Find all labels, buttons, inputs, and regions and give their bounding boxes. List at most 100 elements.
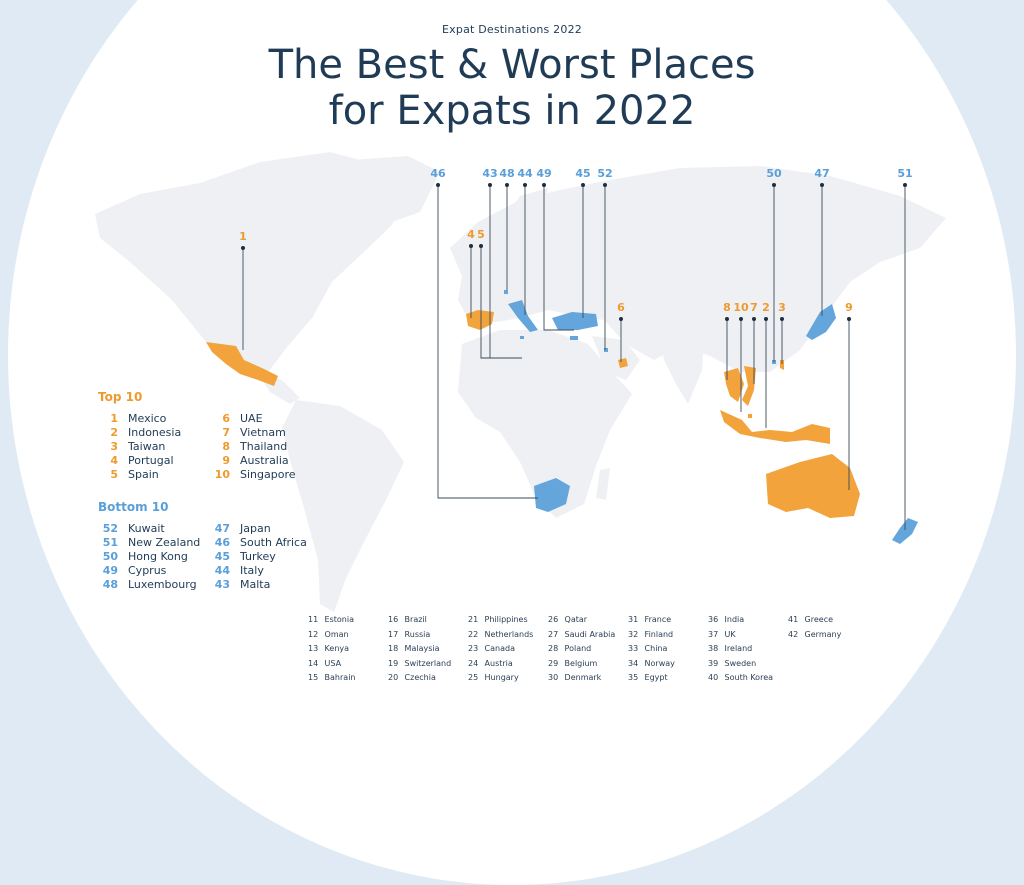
legend-row: 50 Hong Kong	[98, 550, 210, 564]
top-10-columns: 1 Mexico 2 Indonesia 3 Taiwan 4 Portugal 5 Spain 6…	[98, 412, 322, 482]
marker-7: 7	[750, 301, 758, 384]
others-row: 21 Philippines	[468, 613, 548, 628]
legend-row: 49 Cyprus	[98, 564, 210, 578]
legend-row: 45 Turkey	[210, 550, 322, 564]
marker-dot-49	[542, 183, 546, 187]
country-name: Canada	[482, 644, 515, 653]
others-row: 16 Brazil	[388, 613, 468, 628]
country-name: New Zealand	[128, 536, 201, 549]
others-row: 28 Poland	[548, 642, 628, 657]
marker-dot-3	[780, 317, 784, 321]
leader-line-43	[489, 185, 522, 359]
bottom-10-legend: Bottom 10 52 Kuwait 51 New Zealand 50 Hong Ko…	[98, 500, 322, 592]
legend-row: 7 Vietnam	[210, 426, 322, 440]
rank-number: 25	[468, 673, 479, 682]
rank-number: 8	[222, 440, 230, 453]
land-north-america	[95, 152, 410, 372]
marker-47: 47	[814, 167, 830, 316]
rank-number: 2	[110, 426, 118, 439]
rank-number: 17	[388, 629, 399, 639]
legend-row: 44 Italy	[210, 564, 322, 578]
subtitle: Expat Destinations 2022	[442, 23, 582, 36]
legend-row: 52 Kuwait	[98, 522, 210, 536]
rank-number: 29	[548, 658, 559, 668]
others-row: 34 Norway	[628, 657, 708, 672]
country-name: Kenya	[322, 644, 350, 653]
country-name: Thailand	[240, 440, 288, 453]
country-singapore	[748, 414, 752, 418]
rank-number: 31	[628, 615, 639, 624]
others-row: 35 Egypt	[628, 671, 708, 686]
marker-dot-44	[523, 183, 527, 187]
legend-row: 51 New Zealand	[98, 536, 210, 550]
country-name: Belgium	[562, 658, 598, 668]
others-row: 20 Czechia	[388, 671, 468, 686]
marker-label-4: 4	[467, 228, 475, 241]
marker-label-46: 46	[430, 167, 446, 180]
country-name: Cyprus	[128, 564, 167, 577]
others-row: 33 China	[628, 642, 708, 657]
others-column: 11 Estonia 12 Oman 13 Kenya 14 USA 15 Bahrai…	[308, 613, 388, 686]
marker-1: 1	[239, 230, 247, 350]
country-name: Brazil	[402, 615, 427, 624]
rank-number: 52	[102, 522, 118, 535]
others-row: 19 Switzerland	[388, 657, 468, 672]
top-10-heading: Top 10	[98, 390, 143, 404]
legend-row: 43 Malta	[210, 578, 322, 592]
others-row: 13 Kenya	[308, 642, 388, 657]
others-row: 31 France	[628, 613, 708, 628]
others-column: 26 Qatar 27 Saudi Arabia 28 Poland 29 Belgi…	[548, 613, 628, 686]
marker-label-9: 9	[845, 301, 853, 314]
country-name: South Africa	[240, 536, 307, 549]
country-name: Egypt	[642, 673, 668, 682]
marker-9: 9	[845, 301, 853, 490]
marker-dot-10	[739, 317, 743, 321]
others-row: 17 Russia	[388, 628, 468, 643]
rank-number: 9	[222, 454, 230, 467]
title-line-2: for Expats in 2022	[328, 88, 696, 134]
world-map: 1 4 56 8 10 7 2 3 946 43 48 44 49 45 52 50 47 51	[95, 152, 946, 612]
marker-3: 3	[778, 301, 786, 364]
marker-dot-48	[505, 183, 509, 187]
land-greenland	[352, 156, 440, 222]
land-scandinavia	[496, 188, 548, 252]
rank-number: 19	[388, 658, 399, 668]
marker-4: 4	[467, 228, 475, 318]
rank-number: 6	[222, 412, 230, 425]
rank-number: 23	[468, 644, 479, 653]
country-name: Hungary	[482, 673, 519, 682]
legend-row: 4 Portugal	[98, 454, 210, 468]
rank-number: 36	[708, 615, 719, 624]
country-name: UK	[722, 629, 736, 639]
marker-50: 50	[766, 167, 782, 362]
others-row: 23 Canada	[468, 642, 548, 657]
legend-row: 6 UAE	[210, 412, 322, 426]
country-name: Greece	[802, 615, 834, 624]
rank-number: 13	[308, 644, 319, 653]
rank-number: 27	[548, 629, 559, 639]
country-name: Vietnam	[240, 426, 286, 439]
marker-2: 2	[762, 301, 770, 428]
bottom10-column: 47 Japan 46 South Africa 45 Turkey 44 Italy 43 Ma…	[210, 522, 322, 592]
rank-number: 3	[110, 440, 118, 453]
land-uk	[468, 236, 488, 270]
country-name: Indonesia	[128, 426, 182, 439]
country-name: Austria	[482, 658, 513, 668]
marker-dot-6	[619, 317, 623, 321]
country-name: Spain	[128, 468, 159, 481]
rank-number: 49	[102, 564, 118, 577]
country-name: Ireland	[722, 644, 753, 653]
country-name: UAE	[240, 412, 263, 425]
rank-number: 42	[788, 629, 799, 639]
others-row: 22 Netherlands	[468, 628, 548, 643]
others-row: 18 Malaysia	[388, 642, 468, 657]
land-india	[660, 336, 704, 404]
country-name: USA	[322, 658, 342, 668]
country-name: Poland	[562, 644, 592, 653]
country-name: Germany	[802, 629, 842, 639]
rank-number: 5	[110, 468, 118, 481]
infographic: Expat Destinations 2022 The Best & Worst…	[8, 0, 1016, 885]
country-name: Australia	[240, 454, 289, 467]
rank-number: 45	[214, 550, 230, 563]
marker-label-45: 45	[575, 167, 590, 180]
